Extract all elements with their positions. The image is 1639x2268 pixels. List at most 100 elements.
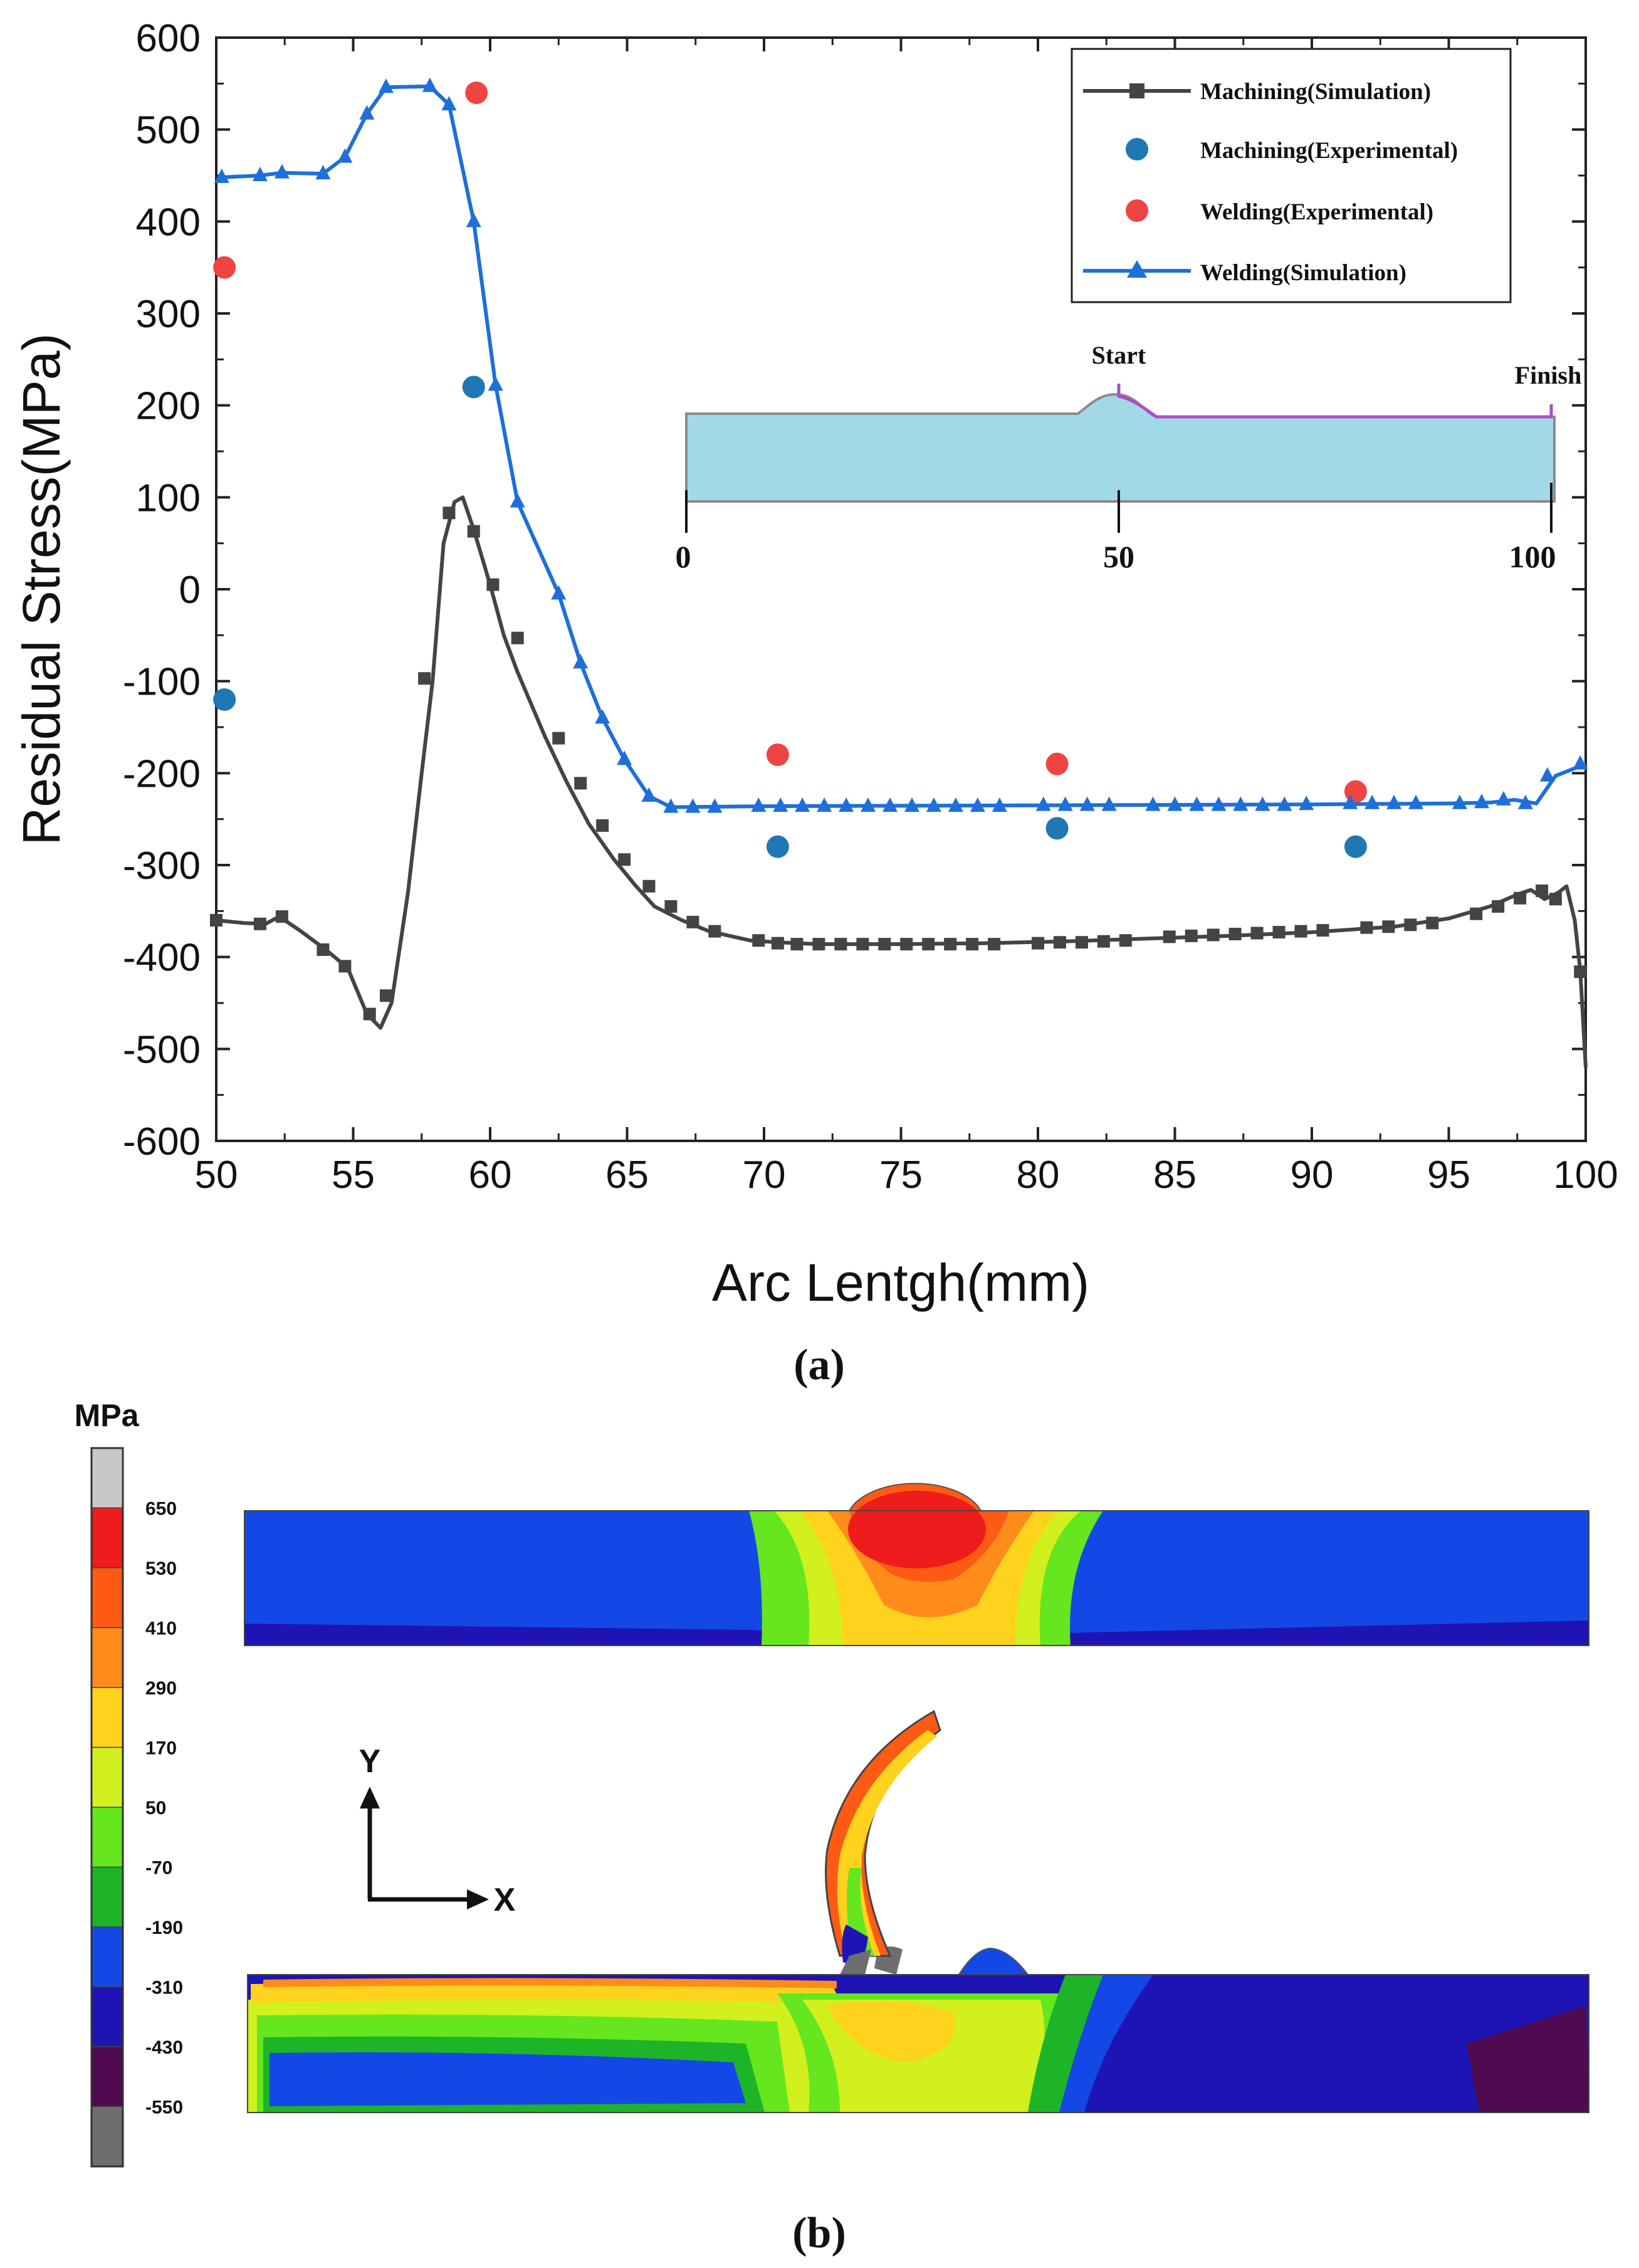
data-point-triangle — [1474, 794, 1489, 809]
data-point-triangle — [926, 797, 941, 812]
machined-surface-orange — [263, 1978, 837, 1988]
colorbar-level-label: 530 — [145, 1558, 177, 1579]
data-point-triangle — [1233, 796, 1249, 811]
data-point-triangle — [1057, 796, 1073, 811]
data-point-square — [618, 853, 631, 866]
legend-label-machining-sim: Machining(Simulation) — [1200, 79, 1431, 105]
x-tick-label: 60 — [469, 1153, 512, 1197]
data-point-square — [900, 938, 913, 951]
data-point-square — [1163, 930, 1176, 943]
data-point-triangle — [274, 164, 290, 179]
data-point-triangle — [1343, 794, 1358, 809]
legend-item-welding-experimental: Welding(Experimental) — [1126, 199, 1433, 225]
data-point-triangle — [1517, 794, 1533, 809]
series-line — [216, 495, 1588, 1068]
data-point-triangle — [488, 376, 503, 391]
legend-marker-machining-sim — [1129, 83, 1144, 98]
data-point-triangle — [595, 709, 610, 724]
weld-schematic-inset: 0 50 100 Start Finish — [676, 341, 1582, 574]
machined-right-purple — [1467, 2006, 1589, 2113]
data-point-triangle — [663, 798, 679, 813]
series-layer — [210, 77, 1588, 1068]
data-point-triangle — [1539, 767, 1555, 782]
machined-mid-yellow — [827, 2001, 955, 2062]
data-point-square — [1097, 935, 1110, 948]
data-point-triangle — [1277, 796, 1292, 811]
chip-mid-yellow — [837, 1730, 937, 1956]
data-point-triangle — [441, 96, 457, 111]
data-point-square — [552, 732, 565, 745]
y-tick-label: -200 — [123, 752, 201, 795]
data-point-square — [486, 578, 500, 591]
y-tick-label: 300 — [136, 293, 201, 336]
colorbar-level-label: 650 — [145, 1499, 177, 1520]
data-point-triangle — [685, 798, 701, 813]
x-tick-labels: 50 55 60 65 70 75 80 85 90 95 100 — [195, 1153, 1618, 1197]
data-point-square — [317, 943, 330, 956]
y-tick-label: 0 — [179, 569, 201, 612]
data-point-triangle — [359, 105, 375, 120]
colorbar-segment — [91, 1627, 123, 1688]
data-point-triangle — [510, 493, 525, 508]
data-point-square — [363, 1007, 376, 1021]
data-point-square — [1119, 934, 1132, 947]
data-point-triangle — [1167, 796, 1183, 811]
x-tick-label: 65 — [605, 1153, 649, 1197]
colorbar-level-label: -550 — [145, 2097, 183, 2118]
colorbar-level-label: 170 — [145, 1738, 177, 1759]
data-point-triangle — [795, 797, 810, 812]
y-tick-label: 400 — [136, 201, 201, 244]
data-point-square — [922, 938, 935, 951]
data-point-square — [275, 910, 288, 923]
data-point-square — [686, 915, 699, 928]
data-point-triangle — [1035, 796, 1051, 811]
y-tick-labels: -600 -500 -400 -300 -200 -100 0 100 200 300 400 500… — [123, 17, 201, 1163]
data-point-circle — [1045, 817, 1069, 840]
data-point-triangle — [617, 750, 632, 765]
legend-marker-welding-sim — [1127, 260, 1147, 278]
data-point-square — [708, 925, 721, 938]
data-point-square — [664, 900, 678, 913]
data-point-square — [1470, 907, 1483, 920]
data-point-square — [596, 819, 609, 832]
colorbar-segment — [91, 2106, 123, 2167]
caption-b: (b) — [792, 2209, 846, 2257]
machined-left-blue — [270, 2052, 746, 2106]
caption-a: (a) — [793, 1341, 845, 1389]
colorbar-segment — [91, 1746, 123, 1808]
x-tick-label: 100 — [1553, 1153, 1618, 1197]
x-axis-title: Arc Lentgh(mm) — [712, 1253, 1089, 1312]
data-point-square — [1228, 928, 1242, 940]
data-point-square — [1075, 936, 1088, 949]
data-point-circle — [766, 743, 789, 766]
data-point-square — [338, 960, 352, 973]
colorbar-segment — [91, 1507, 123, 1568]
colorbar-unit: MPa — [75, 1398, 140, 1433]
data-point-square — [1549, 893, 1562, 906]
inset-label-100: 100 — [1509, 539, 1556, 574]
data-point-triangle — [1452, 794, 1467, 809]
x-tick-label: 80 — [1017, 1153, 1060, 1197]
data-point-square — [467, 525, 480, 538]
data-point-triangle — [1495, 790, 1511, 806]
data-point-square — [253, 917, 266, 930]
series-machining-simulation — [210, 495, 1588, 1068]
data-point-square — [574, 777, 587, 790]
legend-item-machining-experimental: Machining(Experimental) — [1126, 138, 1458, 164]
machined-right-blue — [1059, 1975, 1153, 2113]
colorbar-level-label: -190 — [145, 1918, 183, 1938]
y-axis-label: Y — [359, 1743, 381, 1780]
data-point-triangle — [1189, 796, 1205, 811]
data-point-triangle — [1255, 796, 1270, 811]
inset-finish-label: Finish — [1515, 361, 1582, 389]
x-axis-label: X — [494, 1882, 516, 1918]
colorbar-level-label: -70 — [145, 1858, 172, 1879]
inset-start-label: Start — [1092, 341, 1146, 369]
welded-plate-contour — [244, 1483, 1589, 1646]
data-point-square — [856, 938, 869, 951]
data-point-triangle — [214, 168, 229, 183]
data-point-square — [771, 937, 784, 950]
data-point-square — [1207, 928, 1220, 942]
y-tick-label: -400 — [123, 937, 201, 980]
data-point-triangle — [904, 797, 919, 812]
